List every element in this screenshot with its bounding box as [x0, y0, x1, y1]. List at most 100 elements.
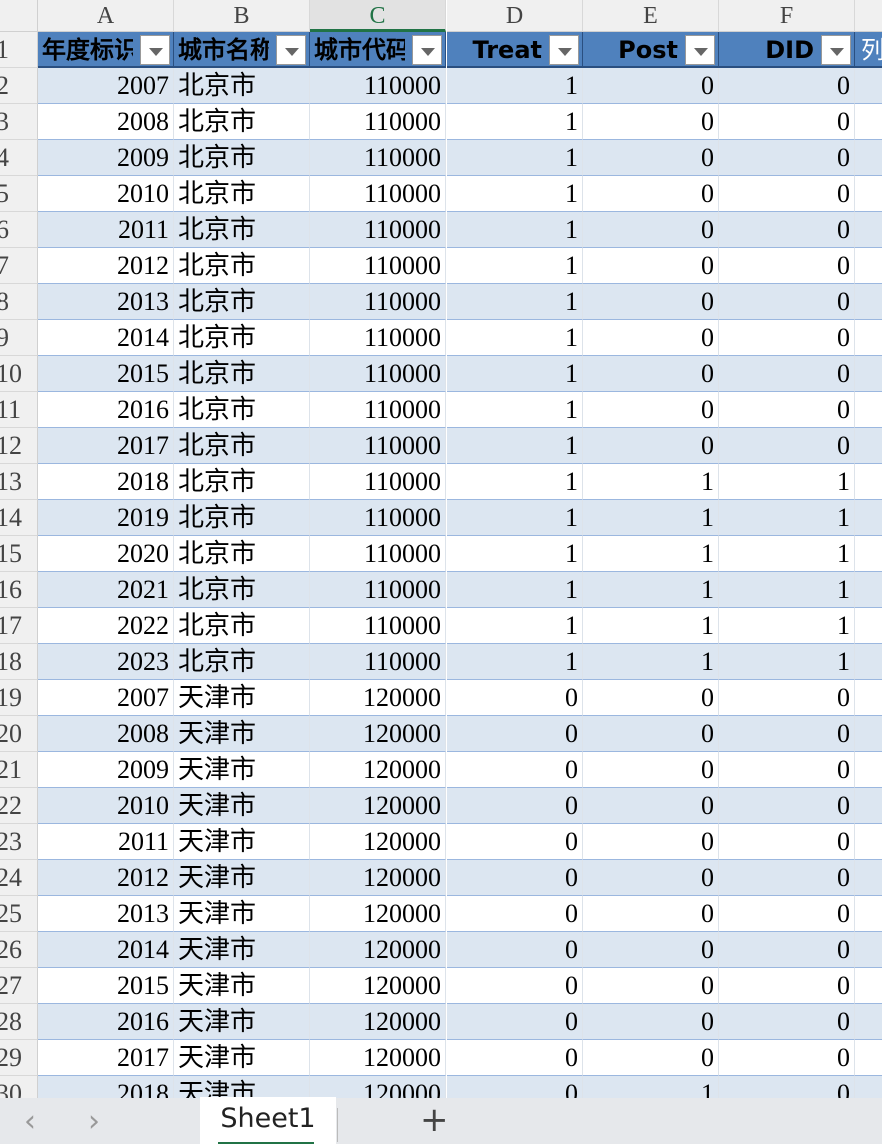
cell-e2[interactable]: 0 [583, 68, 719, 104]
cell-c16[interactable]: 110000 [310, 572, 446, 608]
cell-c5[interactable]: 110000 [310, 176, 446, 212]
add-sheet-icon[interactable]: + [420, 1100, 449, 1140]
cell-f12[interactable]: 0 [719, 428, 855, 464]
cell-b19[interactable]: 天津市 [174, 680, 310, 716]
column-header-a[interactable]: A [38, 0, 174, 32]
cell-e15[interactable]: 1 [583, 536, 719, 572]
row-number[interactable]: 5 [0, 176, 38, 212]
cell-f21[interactable]: 0 [719, 752, 855, 788]
cell-d7[interactable]: 1 [447, 248, 583, 284]
cell-g3[interactable] [855, 104, 882, 140]
cell-a27[interactable]: 2015 [38, 968, 174, 1004]
cell-g9[interactable] [855, 320, 882, 356]
cell-f16[interactable]: 1 [719, 572, 855, 608]
cell-b8[interactable]: 北京市 [174, 284, 310, 320]
cell-d13[interactable]: 1 [447, 464, 583, 500]
cell-a5[interactable]: 2010 [38, 176, 174, 212]
cell-e5[interactable]: 0 [583, 176, 719, 212]
cell-g30[interactable] [855, 1076, 882, 1098]
cell-a22[interactable]: 2010 [38, 788, 174, 824]
cell-g7[interactable] [855, 248, 882, 284]
next-sheet-icon[interactable]: › [88, 1104, 100, 1139]
cell-e27[interactable]: 0 [583, 968, 719, 1004]
cell-g29[interactable] [855, 1040, 882, 1076]
cell-b3[interactable]: 北京市 [174, 104, 310, 140]
cell-g5[interactable] [855, 176, 882, 212]
row-number[interactable]: 1 [0, 32, 38, 68]
cell-d21[interactable]: 0 [447, 752, 583, 788]
row-number[interactable]: 15 [0, 536, 38, 572]
cell-d14[interactable]: 1 [447, 500, 583, 536]
row-number[interactable]: 4 [0, 140, 38, 176]
cell-g26[interactable] [855, 932, 882, 968]
row-number[interactable]: 19 [0, 680, 38, 716]
cell-c6[interactable]: 110000 [310, 212, 446, 248]
cell-e21[interactable]: 0 [583, 752, 719, 788]
cell-c14[interactable]: 110000 [310, 500, 446, 536]
cell-f9[interactable]: 0 [719, 320, 855, 356]
cell-a8[interactable]: 2013 [38, 284, 174, 320]
cell-e10[interactable]: 0 [583, 356, 719, 392]
cell-c28[interactable]: 120000 [310, 1004, 446, 1040]
cell-a6[interactable]: 2011 [38, 212, 174, 248]
row-number[interactable]: 10 [0, 356, 38, 392]
cell-d29[interactable]: 0 [447, 1040, 583, 1076]
cell-f24[interactable]: 0 [719, 860, 855, 896]
cell-e11[interactable]: 0 [583, 392, 719, 428]
row-number[interactable]: 20 [0, 716, 38, 752]
cell-b11[interactable]: 北京市 [174, 392, 310, 428]
cell-c11[interactable]: 110000 [310, 392, 446, 428]
cell-f8[interactable]: 0 [719, 284, 855, 320]
header-cell-e[interactable]: Post [583, 32, 719, 68]
cell-c23[interactable]: 120000 [310, 824, 446, 860]
cell-e26[interactable]: 0 [583, 932, 719, 968]
cell-d5[interactable]: 1 [447, 176, 583, 212]
cell-b15[interactable]: 北京市 [174, 536, 310, 572]
cell-g22[interactable] [855, 788, 882, 824]
cell-a4[interactable]: 2009 [38, 140, 174, 176]
cell-g6[interactable] [855, 212, 882, 248]
cell-a13[interactable]: 2018 [38, 464, 174, 500]
cell-g17[interactable] [855, 608, 882, 644]
cell-g19[interactable] [855, 680, 882, 716]
cell-f15[interactable]: 1 [719, 536, 855, 572]
cell-b23[interactable]: 天津市 [174, 824, 310, 860]
cell-c9[interactable]: 110000 [310, 320, 446, 356]
cell-c8[interactable]: 110000 [310, 284, 446, 320]
cell-g21[interactable] [855, 752, 882, 788]
row-number[interactable]: 11 [0, 392, 38, 428]
cell-b13[interactable]: 北京市 [174, 464, 310, 500]
cell-b16[interactable]: 北京市 [174, 572, 310, 608]
cell-a21[interactable]: 2009 [38, 752, 174, 788]
spreadsheet-grid[interactable]: ABCDEF1年度标识城市名称城市代码TreatPostDID列22007北京市… [0, 0, 882, 1098]
cell-g15[interactable] [855, 536, 882, 572]
cell-d4[interactable]: 1 [447, 140, 583, 176]
cell-d12[interactable]: 1 [447, 428, 583, 464]
cell-f2[interactable]: 0 [719, 68, 855, 104]
cell-a18[interactable]: 2023 [38, 644, 174, 680]
cell-g23[interactable] [855, 824, 882, 860]
cell-d6[interactable]: 1 [447, 212, 583, 248]
cell-f5[interactable]: 0 [719, 176, 855, 212]
cell-f20[interactable]: 0 [719, 716, 855, 752]
prev-sheet-icon[interactable]: ‹ [24, 1104, 36, 1139]
cell-e19[interactable]: 0 [583, 680, 719, 716]
cell-g27[interactable] [855, 968, 882, 1004]
cell-b6[interactable]: 北京市 [174, 212, 310, 248]
cell-g11[interactable] [855, 392, 882, 428]
cell-a28[interactable]: 2016 [38, 1004, 174, 1040]
cell-f14[interactable]: 1 [719, 500, 855, 536]
row-number[interactable]: 29 [0, 1040, 38, 1076]
cell-a12[interactable]: 2017 [38, 428, 174, 464]
cell-c29[interactable]: 120000 [310, 1040, 446, 1076]
cell-c19[interactable]: 120000 [310, 680, 446, 716]
cell-c13[interactable]: 110000 [310, 464, 446, 500]
cell-g10[interactable] [855, 356, 882, 392]
cell-d27[interactable]: 0 [447, 968, 583, 1004]
cell-a23[interactable]: 2011 [38, 824, 174, 860]
cell-e8[interactable]: 0 [583, 284, 719, 320]
cell-d26[interactable]: 0 [447, 932, 583, 968]
row-number[interactable]: 22 [0, 788, 38, 824]
select-all-corner[interactable] [0, 0, 38, 32]
cell-b26[interactable]: 天津市 [174, 932, 310, 968]
